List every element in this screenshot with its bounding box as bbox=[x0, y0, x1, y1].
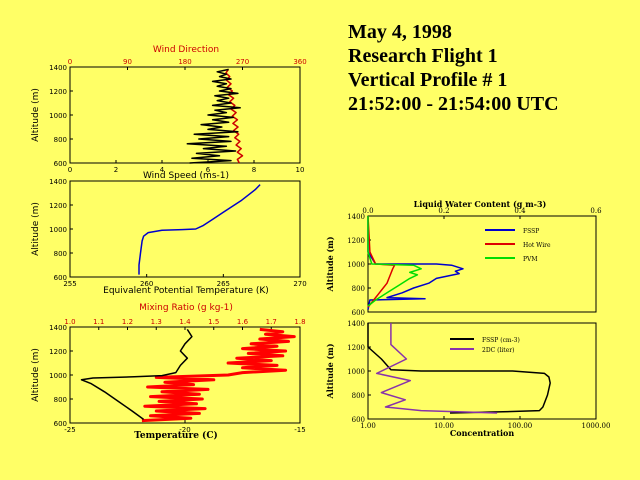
lwc-y-axis-title: Altitude (m) bbox=[325, 236, 335, 292]
mixing-series-temperature-line bbox=[80, 328, 193, 421]
legend-label: Hot Wire bbox=[523, 242, 551, 249]
top-tick-label: 0.4 bbox=[514, 207, 526, 215]
bottom-tick-label: 270 bbox=[293, 280, 306, 288]
y-tick-label: 800 bbox=[352, 285, 365, 293]
wind-plot-frame bbox=[69, 66, 301, 164]
top-tick-label: 360 bbox=[293, 58, 306, 66]
top-tick-label: 0.0 bbox=[362, 207, 373, 215]
top-tick-label: 1.3 bbox=[151, 318, 162, 326]
lwc-panel: Liquid Water Content (g m-3) 0.0 0.2 0.4 0.… bbox=[325, 199, 602, 317]
thetae-x-axis-title: Equivalent Potential Temperature (K) bbox=[103, 286, 269, 296]
bottom-tick-label: 255 bbox=[63, 280, 76, 288]
conc-y-axis-title: Altitude (m) bbox=[325, 343, 335, 399]
top-tick-label: 0 bbox=[68, 58, 72, 66]
top-tick-label: 1.4 bbox=[179, 318, 191, 326]
y-tick-label: 1200 bbox=[347, 344, 365, 352]
mixing-series-mixing-ratio-line bbox=[141, 327, 296, 423]
top-tick-label: 90 bbox=[123, 58, 132, 66]
time-range: 21:52:00 - 21:54:00 UTC bbox=[348, 93, 559, 115]
y-tick-label: 1400 bbox=[347, 320, 365, 328]
bottom-tick-label: -25 bbox=[64, 426, 75, 434]
top-tick-label: 0.2 bbox=[438, 207, 449, 215]
wind-series-wind-speed-line bbox=[186, 68, 241, 164]
wind-speed-axis-title: Wind Speed (ms-1) bbox=[143, 171, 229, 181]
bottom-tick-label: 2 bbox=[114, 166, 118, 174]
temperature-axis-title: Temperature (C) bbox=[134, 430, 218, 441]
bottom-tick-label: 1000.00 bbox=[582, 422, 611, 430]
lwc-title: Liquid Water Content (g m-3) bbox=[414, 199, 547, 209]
y-tick-label: 1200 bbox=[347, 237, 365, 245]
thetae-y-axis-title: Altitude (m) bbox=[31, 202, 41, 256]
conc-series-2dc-liter--line bbox=[375, 323, 498, 414]
top-tick-label: 1.2 bbox=[122, 318, 133, 326]
bottom-tick-label: 4 bbox=[160, 166, 165, 174]
flight-header: May 4, 1998 Research Flight 1 Vertical P… bbox=[348, 20, 559, 116]
conc-x-axis-title: Concentration bbox=[450, 428, 514, 438]
conc-series-fssp-cm-3--line bbox=[367, 323, 551, 414]
y-tick-label: 1000 bbox=[49, 372, 67, 380]
lwc-series-hot-wire-line bbox=[367, 215, 396, 308]
bottom-tick-label: 10.00 bbox=[434, 422, 454, 430]
bottom-tick-label: 6 bbox=[206, 166, 211, 174]
bottom-tick-label: 10 bbox=[296, 166, 305, 174]
bottom-tick-label: 1.00 bbox=[360, 422, 376, 430]
bottom-tick-label: 265 bbox=[217, 280, 230, 288]
bottom-tick-label: -20 bbox=[179, 426, 190, 434]
y-tick-label: 1000 bbox=[347, 368, 365, 376]
legend-label: FSSP (cm-3) bbox=[482, 337, 520, 344]
top-tick-label: 0.6 bbox=[590, 207, 602, 215]
bottom-tick-label: 260 bbox=[140, 280, 153, 288]
bottom-tick-label: 100.00 bbox=[508, 422, 533, 430]
top-tick-label: 1.1 bbox=[93, 318, 104, 326]
wind-panel: Wind Direction 0 90 180 270 360 0 2 4 6 8 10 600 800… bbox=[31, 45, 307, 181]
wind-direction-axis-title: Wind Direction bbox=[153, 45, 219, 55]
top-tick-label: 1.6 bbox=[237, 318, 249, 326]
flight-name: Research Flight 1 bbox=[348, 45, 498, 67]
y-tick-label: 1400 bbox=[49, 324, 67, 332]
mixing-ratio-axis-title: Mixing Ratio (g kg-1) bbox=[139, 303, 233, 313]
y-tick-label: 1400 bbox=[49, 178, 67, 186]
y-tick-label: 1400 bbox=[347, 213, 365, 221]
lwc-series-pvm-line bbox=[367, 216, 422, 307]
bottom-tick-label: -15 bbox=[294, 426, 305, 434]
y-tick-label: 600 bbox=[54, 160, 67, 168]
conc-panel: 1.00 10.00 100.00 1000.00 600 800 1000 1200 1400… bbox=[325, 320, 610, 438]
top-tick-label: 180 bbox=[178, 58, 191, 66]
mixing-y-axis-title: Altitude (m) bbox=[31, 348, 41, 402]
y-tick-label: 600 bbox=[352, 416, 365, 424]
bottom-tick-label: 8 bbox=[252, 166, 256, 174]
profile-name: Vertical Profile # 1 bbox=[348, 69, 508, 91]
y-tick-label: 1000 bbox=[347, 261, 365, 269]
flight-date: May 4, 1998 bbox=[348, 21, 452, 43]
y-tick-label: 1000 bbox=[49, 112, 67, 120]
top-tick-label: 1.7 bbox=[266, 318, 277, 326]
mixing-panel: Mixing Ratio (g kg-1) 1.0 1.1 1.2 1.3 1.4 1.5… bbox=[31, 303, 306, 441]
wind-y-axis-title: Altitude (m) bbox=[31, 88, 41, 142]
legend-label: 2DC (liter) bbox=[482, 347, 514, 354]
y-tick-label: 1000 bbox=[49, 226, 67, 234]
bottom-tick-label: 0 bbox=[68, 166, 72, 174]
y-tick-label: 600 bbox=[352, 309, 365, 317]
y-tick-label: 1200 bbox=[49, 348, 67, 356]
y-tick-label: 800 bbox=[54, 250, 67, 258]
top-tick-label: 270 bbox=[236, 58, 249, 66]
wind-series-wind-direction-line bbox=[225, 68, 244, 164]
y-tick-label: 1200 bbox=[49, 202, 67, 210]
thetae-series-theta-e-line bbox=[138, 184, 261, 275]
top-tick-label: 1.0 bbox=[64, 318, 75, 326]
legend-label: PVM bbox=[523, 256, 538, 263]
y-tick-label: 1400 bbox=[49, 64, 67, 72]
y-tick-label: 800 bbox=[352, 392, 365, 400]
y-tick-label: 1200 bbox=[49, 88, 67, 96]
legend-label: FSSP bbox=[523, 228, 539, 235]
y-tick-label: 600 bbox=[54, 420, 67, 428]
y-tick-label: 600 bbox=[54, 274, 67, 282]
y-tick-label: 800 bbox=[54, 136, 67, 144]
thetae-panel: 255 260 265 270 600 800 1000 1200 1400 Equivalen… bbox=[31, 178, 307, 296]
top-tick-label: 1.8 bbox=[294, 318, 305, 326]
y-tick-label: 800 bbox=[54, 396, 67, 404]
top-tick-label: 1.5 bbox=[208, 318, 219, 326]
